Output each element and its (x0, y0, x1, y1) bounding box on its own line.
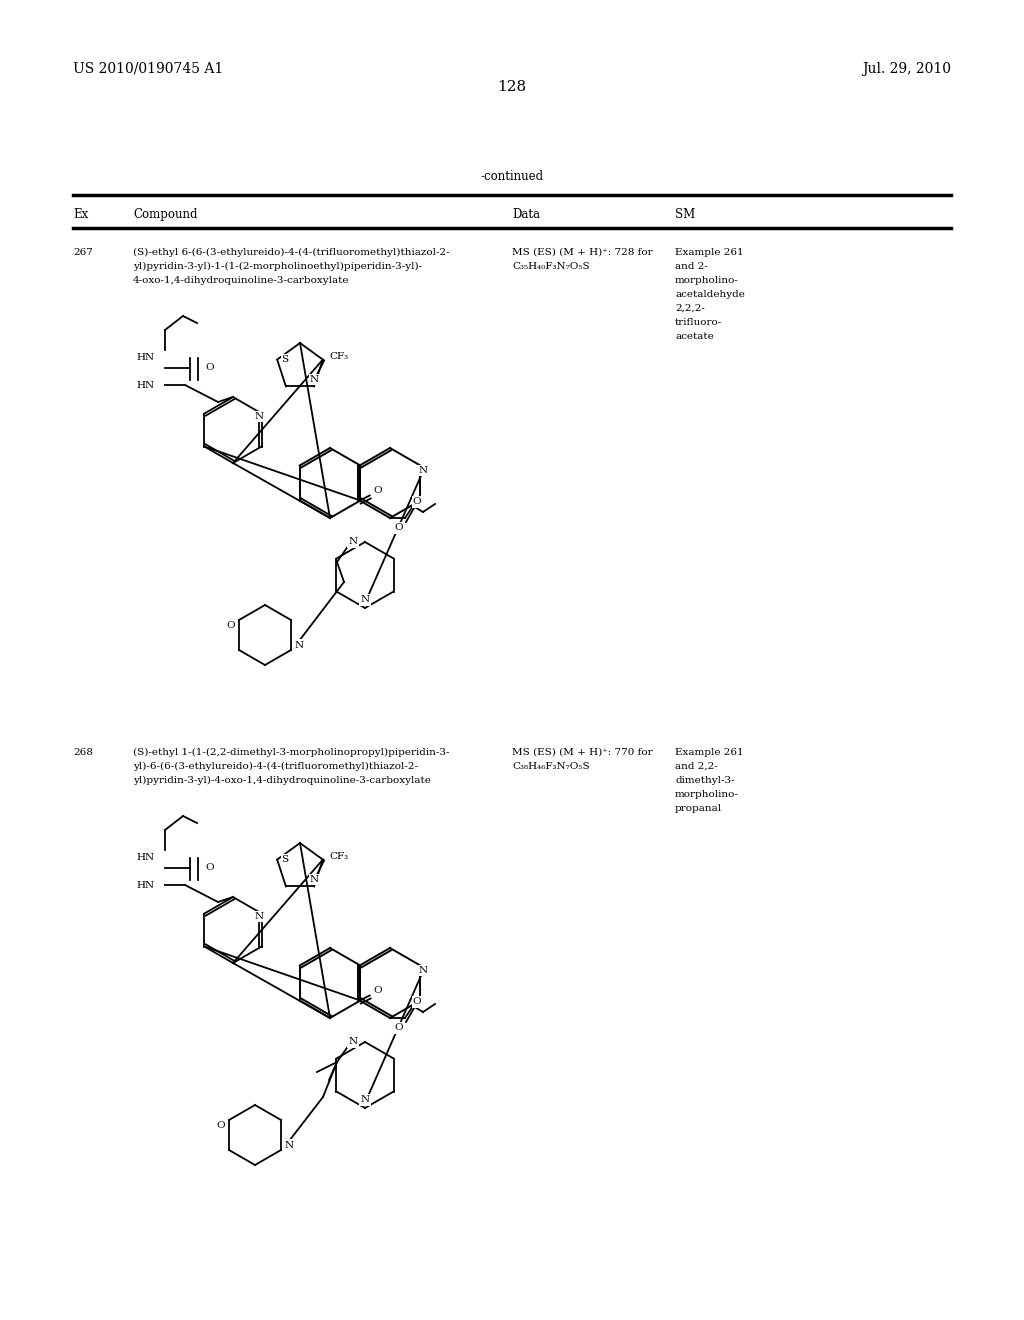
Text: morpholino-: morpholino- (675, 276, 739, 285)
Text: HN: HN (137, 380, 155, 389)
Text: N: N (348, 1038, 357, 1047)
Text: dimethyl-3-: dimethyl-3- (675, 776, 734, 785)
Text: O: O (394, 524, 403, 532)
Text: O: O (374, 486, 382, 495)
Text: N: N (309, 375, 318, 384)
Text: yl)-6-(6-(3-ethylureido)-4-(4-(trifluoromethyl)thiazol-2-: yl)-6-(6-(3-ethylureido)-4-(4-(trifluoro… (133, 762, 418, 771)
Text: morpholino-: morpholino- (675, 789, 739, 799)
Text: Ex: Ex (73, 209, 88, 220)
Text: Data: Data (512, 209, 540, 220)
Text: Example 261: Example 261 (675, 248, 743, 257)
Text: O: O (413, 498, 421, 507)
Text: MS (ES) (M + H)⁺: 728 for: MS (ES) (M + H)⁺: 728 for (512, 248, 652, 257)
Text: N: N (309, 875, 318, 884)
Text: propanal: propanal (675, 804, 722, 813)
Text: O: O (374, 986, 382, 995)
Text: O: O (205, 363, 214, 372)
Text: -continued: -continued (480, 170, 544, 183)
Text: MS (ES) (M + H)⁺: 770 for: MS (ES) (M + H)⁺: 770 for (512, 748, 652, 756)
Text: Jul. 29, 2010: Jul. 29, 2010 (862, 62, 951, 77)
Text: US 2010/0190745 A1: US 2010/0190745 A1 (73, 62, 223, 77)
Text: and 2-: and 2- (675, 261, 708, 271)
Text: CF₃: CF₃ (329, 851, 348, 861)
Text: S: S (282, 855, 289, 865)
Text: N: N (419, 466, 428, 475)
Text: S: S (282, 355, 289, 364)
Text: N: N (360, 1096, 370, 1105)
Text: HN: HN (137, 854, 155, 862)
Text: N: N (419, 966, 428, 975)
Text: acetaldehyde: acetaldehyde (675, 290, 744, 300)
Text: N: N (285, 1140, 294, 1150)
Text: N: N (360, 595, 370, 605)
Text: N: N (254, 412, 263, 421)
Text: 267: 267 (73, 248, 93, 257)
Text: and 2,2-: and 2,2- (675, 762, 718, 771)
Text: O: O (205, 863, 214, 873)
Text: O: O (226, 620, 236, 630)
Text: O: O (394, 1023, 403, 1032)
Text: trifluoro-: trifluoro- (675, 318, 722, 327)
Text: yl)pyridin-3-yl)-1-(1-(2-morpholinoethyl)piperidin-3-yl)-: yl)pyridin-3-yl)-1-(1-(2-morpholinoethyl… (133, 261, 422, 271)
Text: HN: HN (137, 354, 155, 363)
Text: CF₃: CF₃ (329, 352, 348, 360)
Text: C₃₈H₄₆F₃N₇O₅S: C₃₈H₄₆F₃N₇O₅S (512, 762, 590, 771)
Text: Compound: Compound (133, 209, 198, 220)
Text: 268: 268 (73, 748, 93, 756)
Text: (S)-ethyl 1-(1-(2,2-dimethyl-3-morpholinopropyl)piperidin-3-: (S)-ethyl 1-(1-(2,2-dimethyl-3-morpholin… (133, 748, 450, 758)
Text: N: N (254, 912, 263, 921)
Text: 128: 128 (498, 81, 526, 94)
Text: Example 261: Example 261 (675, 748, 743, 756)
Text: yl)pyridin-3-yl)-4-oxo-1,4-dihydroquinoline-3-carboxylate: yl)pyridin-3-yl)-4-oxo-1,4-dihydroquinol… (133, 776, 431, 785)
Text: N: N (295, 640, 303, 649)
Text: 2,2,2-: 2,2,2- (675, 304, 705, 313)
Text: O: O (413, 998, 421, 1006)
Text: HN: HN (137, 880, 155, 890)
Text: SM: SM (675, 209, 695, 220)
Text: acetate: acetate (675, 333, 714, 341)
Text: N: N (348, 537, 357, 546)
Text: 4-oxo-1,4-dihydroquinoline-3-carboxylate: 4-oxo-1,4-dihydroquinoline-3-carboxylate (133, 276, 349, 285)
Text: O: O (217, 1121, 225, 1130)
Text: (S)-ethyl 6-(6-(3-ethylureido)-4-(4-(trifluoromethyl)thiazol-2-: (S)-ethyl 6-(6-(3-ethylureido)-4-(4-(tri… (133, 248, 450, 257)
Text: C₃₅H₄₀F₃N₇O₅S: C₃₅H₄₀F₃N₇O₅S (512, 261, 590, 271)
